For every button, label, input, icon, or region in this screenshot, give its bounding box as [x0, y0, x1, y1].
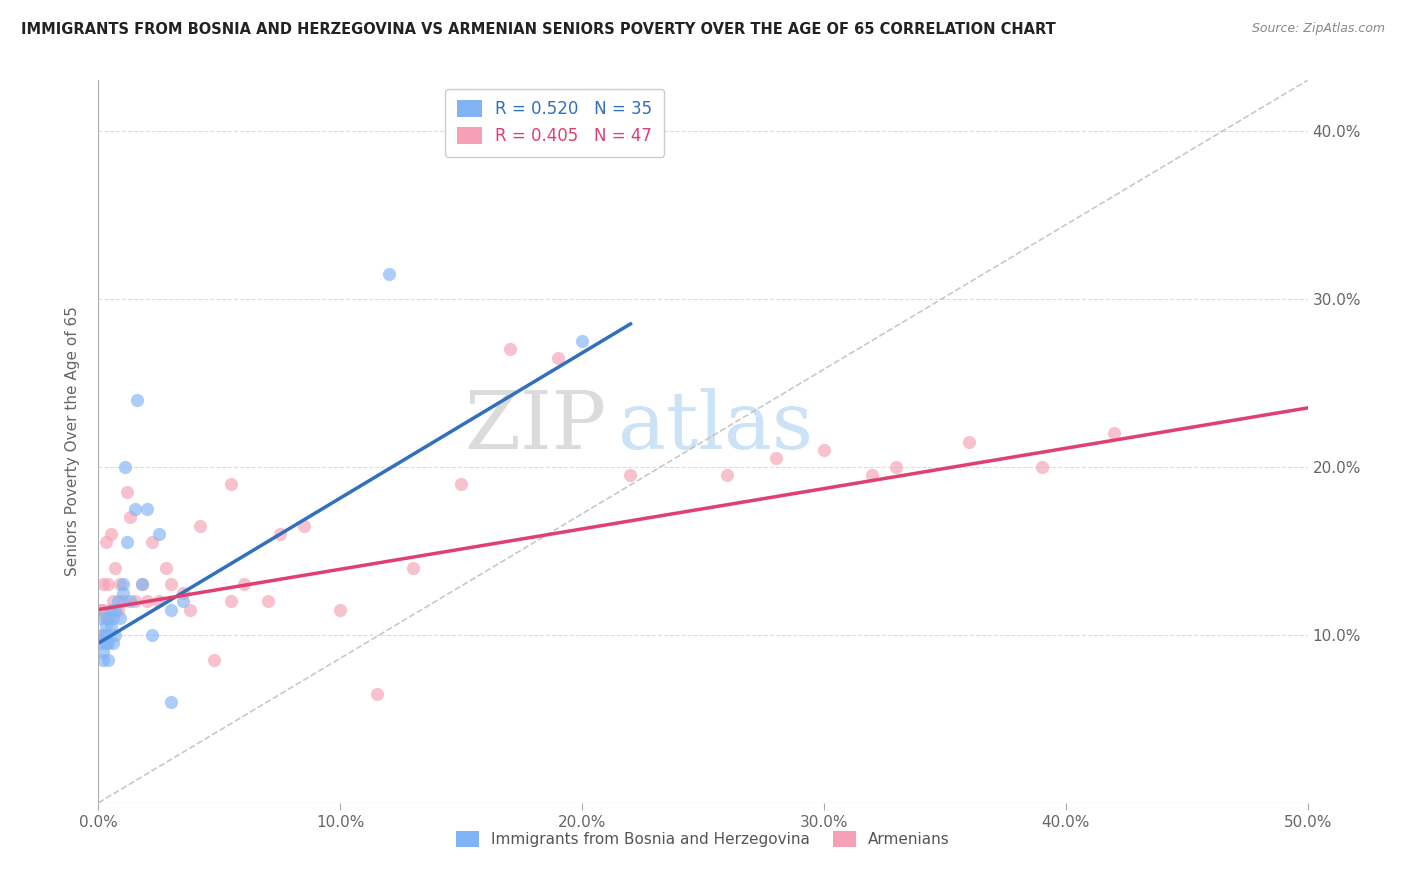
Point — [547, 351, 569, 365]
Point — [100, 527, 122, 541]
Point — [571, 334, 593, 348]
Point — [450, 476, 472, 491]
Point — [256, 594, 278, 608]
Point — [148, 527, 170, 541]
Point — [135, 501, 157, 516]
Point — [402, 560, 425, 574]
Point — [269, 527, 291, 541]
Point — [160, 577, 183, 591]
Point — [1031, 459, 1053, 474]
Point — [204, 653, 226, 667]
Point — [91, 644, 114, 658]
Point — [155, 560, 177, 574]
Point — [111, 577, 134, 591]
Point — [619, 468, 641, 483]
Point — [104, 602, 127, 616]
Point — [860, 468, 883, 483]
Point — [127, 392, 149, 407]
Point — [111, 594, 134, 608]
Text: ZIP: ZIP — [464, 388, 606, 467]
Point — [716, 468, 738, 483]
Point — [118, 510, 141, 524]
Y-axis label: Seniors Poverty Over the Age of 65: Seniors Poverty Over the Age of 65 — [65, 307, 80, 576]
Point — [366, 687, 388, 701]
Point — [131, 577, 153, 591]
Point — [91, 577, 114, 591]
Point — [104, 628, 127, 642]
Point — [91, 653, 114, 667]
Point — [90, 611, 112, 625]
Point — [124, 594, 146, 608]
Legend: Immigrants from Bosnia and Herzegovina, Armenians: Immigrants from Bosnia and Herzegovina, … — [450, 825, 956, 853]
Point — [813, 442, 835, 457]
Point — [94, 628, 117, 642]
Point — [377, 267, 399, 281]
Point — [221, 476, 243, 491]
Point — [117, 535, 139, 549]
Point — [101, 594, 124, 608]
Point — [94, 636, 117, 650]
Point — [221, 594, 243, 608]
Point — [90, 636, 112, 650]
Point — [100, 619, 122, 633]
Point — [101, 636, 124, 650]
Point — [97, 577, 120, 591]
Point — [160, 695, 183, 709]
Point — [108, 611, 131, 625]
Point — [90, 602, 112, 616]
Point — [104, 560, 127, 574]
Text: IMMIGRANTS FROM BOSNIA AND HERZEGOVINA VS ARMENIAN SENIORS POVERTY OVER THE AGE : IMMIGRANTS FROM BOSNIA AND HERZEGOVINA V… — [21, 22, 1056, 37]
Point — [91, 602, 114, 616]
Point — [100, 602, 122, 616]
Point — [90, 628, 112, 642]
Point — [111, 586, 134, 600]
Point — [97, 636, 120, 650]
Point — [94, 611, 117, 625]
Point — [97, 611, 120, 625]
Point — [886, 459, 908, 474]
Point — [765, 451, 787, 466]
Point — [94, 535, 117, 549]
Point — [172, 586, 194, 600]
Point — [498, 342, 520, 356]
Point — [148, 594, 170, 608]
Point — [292, 518, 315, 533]
Point — [108, 577, 131, 591]
Point — [117, 485, 139, 500]
Point — [131, 577, 153, 591]
Point — [118, 594, 141, 608]
Point — [124, 501, 146, 516]
Point — [188, 518, 211, 533]
Point — [107, 594, 129, 608]
Point — [179, 602, 201, 616]
Point — [1102, 426, 1125, 441]
Point — [232, 577, 254, 591]
Text: Source: ZipAtlas.com: Source: ZipAtlas.com — [1251, 22, 1385, 36]
Point — [91, 628, 114, 642]
Point — [141, 535, 163, 549]
Point — [160, 602, 183, 616]
Point — [957, 434, 980, 449]
Point — [172, 594, 194, 608]
Point — [141, 628, 163, 642]
Point — [114, 459, 136, 474]
Text: atlas: atlas — [619, 388, 814, 467]
Point — [94, 619, 117, 633]
Point — [329, 602, 352, 616]
Point — [101, 611, 124, 625]
Point — [97, 653, 120, 667]
Point — [107, 602, 129, 616]
Point — [135, 594, 157, 608]
